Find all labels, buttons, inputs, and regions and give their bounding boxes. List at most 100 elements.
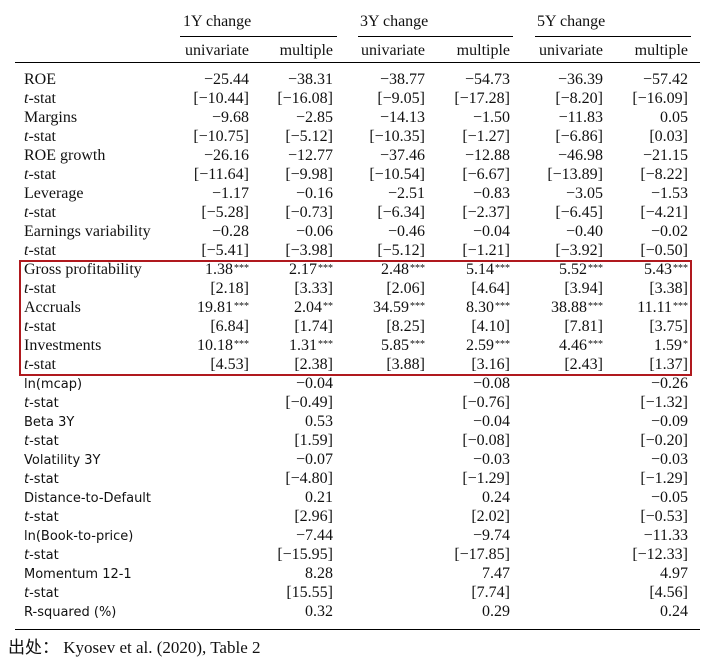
table-cell: [3.38]: [610, 279, 700, 298]
coefficient-value: −21.15: [642, 147, 688, 164]
coefficient-value: 38.88: [551, 299, 587, 316]
table-cell: [7.74]: [432, 583, 517, 602]
t-stat-row: t-stat [15.55] [7.74] [4.56]: [15, 583, 700, 602]
significance-stars: ***: [588, 263, 603, 274]
table-cell: [−5.41]: [180, 241, 256, 260]
coefficient-value: −1.17: [211, 185, 249, 202]
bottom-rule: [15, 629, 700, 630]
table-cell: 4.97: [610, 564, 700, 583]
coefficient-value: −0.05: [650, 489, 688, 506]
table-cell: [−0.50]: [610, 241, 700, 260]
table-cell: [3.75]: [610, 317, 700, 336]
table-cell: 2.48***: [340, 260, 432, 279]
table-cell: 5.14***: [432, 260, 517, 279]
significance-stars: ***: [673, 301, 688, 312]
row-label-cell: t-stat: [15, 203, 180, 222]
table-cell: [−16.09]: [610, 89, 700, 108]
significance-stars: ***: [410, 263, 425, 274]
coefficient-value: 0.21: [305, 489, 333, 506]
coefficient-value: −57.42: [642, 71, 688, 88]
coefficient-value: 2.17: [289, 261, 317, 278]
row-label-cell: t-stat: [15, 545, 180, 564]
t-stat-value: [−10.75]: [193, 128, 249, 145]
row-label: ROE growth: [24, 147, 106, 164]
table-row: ROE −25.44 −38.31 −38.77 −54.73 −36.39 −57.42: [15, 70, 700, 89]
table-row: R-squared (%) 0.32 0.29 0.24: [15, 602, 700, 621]
t-stat-label: t-stat: [24, 204, 56, 221]
table-cell: −0.16: [256, 184, 340, 203]
table-cell: [4.64]: [432, 279, 517, 298]
table-cell: [180, 393, 256, 412]
coefficient-value: −0.07: [295, 451, 333, 468]
t-stat-value: [−17.85]: [454, 546, 510, 563]
table-cell: [517, 374, 610, 393]
table-cell: [1.74]: [256, 317, 340, 336]
table-cell: 5.52***: [517, 260, 610, 279]
table-cell: 38.88***: [517, 298, 610, 317]
t-stat-row: t-stat [2.18] [3.33] [2.06] [4.64] [3.94] [3.3…: [15, 279, 700, 298]
table-cell: −1.17: [180, 184, 256, 203]
table-cell: [340, 488, 432, 507]
table-cell: −2.51: [340, 184, 432, 203]
significance-stars: ***: [495, 301, 510, 312]
row-label-cell: t-stat: [15, 355, 180, 374]
table-cell: [180, 374, 256, 393]
table-cell: [180, 488, 256, 507]
coefficient-value: 34.59: [373, 299, 409, 316]
coefficient-value: −0.03: [650, 451, 688, 468]
table-cell: [3.16]: [432, 355, 517, 374]
row-label: Accruals: [24, 299, 81, 316]
table-cell: [7.81]: [517, 317, 610, 336]
significance-stars: ***: [410, 301, 425, 312]
t-stat-value: [3.94]: [564, 280, 603, 297]
t-stat-value: [7.74]: [471, 584, 510, 601]
coefficient-value: 0.24: [482, 489, 510, 506]
row-label: Momentum 12-1: [24, 567, 132, 582]
coefficient-value: 0.29: [482, 603, 510, 620]
table-cell: [517, 602, 610, 621]
t-stat-value: [−16.09]: [632, 90, 688, 107]
table-cell: [−6.86]: [517, 127, 610, 146]
column-header-3y-univariate: univariate: [361, 42, 425, 59]
table-cell: [180, 507, 256, 526]
table-cell: [180, 412, 256, 431]
table-cell: −14.13: [340, 108, 432, 127]
coefficient-value: −12.88: [464, 147, 510, 164]
row-label: Beta 3Y: [24, 415, 75, 430]
table-cell: [−6.34]: [340, 203, 432, 222]
table-cell: −7.44: [256, 526, 340, 545]
table-cell: −11.33: [610, 526, 700, 545]
t-stat-value: [−5.28]: [201, 204, 249, 221]
table-cell: 0.24: [610, 602, 700, 621]
t-stat-value: [6.84]: [210, 318, 249, 335]
table-cell: [6.84]: [180, 317, 256, 336]
t-stat-value: [3.88]: [386, 356, 425, 373]
row-label-cell: Leverage: [15, 184, 180, 203]
row-label: ln(mcap): [24, 377, 83, 392]
row-label-cell: R-squared (%): [15, 602, 180, 621]
table-cell: 8.30***: [432, 298, 517, 317]
coefficient-value: −0.09: [650, 413, 688, 430]
table-cell: [340, 431, 432, 450]
coefficient-value: −0.28: [211, 223, 249, 240]
table-cell: [180, 431, 256, 450]
t-stat-row: t-stat [−10.44] [−16.08] [−9.05] [−17.28] [−8…: [15, 89, 700, 108]
table-cell: −9.74: [432, 526, 517, 545]
t-stat-row: t-stat [4.53] [2.38] [3.88] [3.16] [2.43] [1.3…: [15, 355, 700, 374]
table-cell: 34.59***: [340, 298, 432, 317]
table-cell: [8.25]: [340, 317, 432, 336]
t-stat-value: [−5.12]: [377, 242, 425, 259]
coefficient-value: −54.73: [464, 71, 510, 88]
t-stat-value: [1.59]: [294, 432, 333, 449]
table-cell: [−0.08]: [432, 431, 517, 450]
table-cell: [3.94]: [517, 279, 610, 298]
t-stat-value: [−10.35]: [369, 128, 425, 145]
table-cell: [517, 431, 610, 450]
table-cell: 2.17***: [256, 260, 340, 279]
table-cell: [180, 564, 256, 583]
table-cell: [517, 488, 610, 507]
coefficient-value: 2.59: [466, 337, 494, 354]
table-row: ROE growth −26.16 −12.77 −37.46 −12.88 −46.98…: [15, 146, 700, 165]
coefficient-value: −9.68: [211, 109, 249, 126]
table-cell: −12.77: [256, 146, 340, 165]
